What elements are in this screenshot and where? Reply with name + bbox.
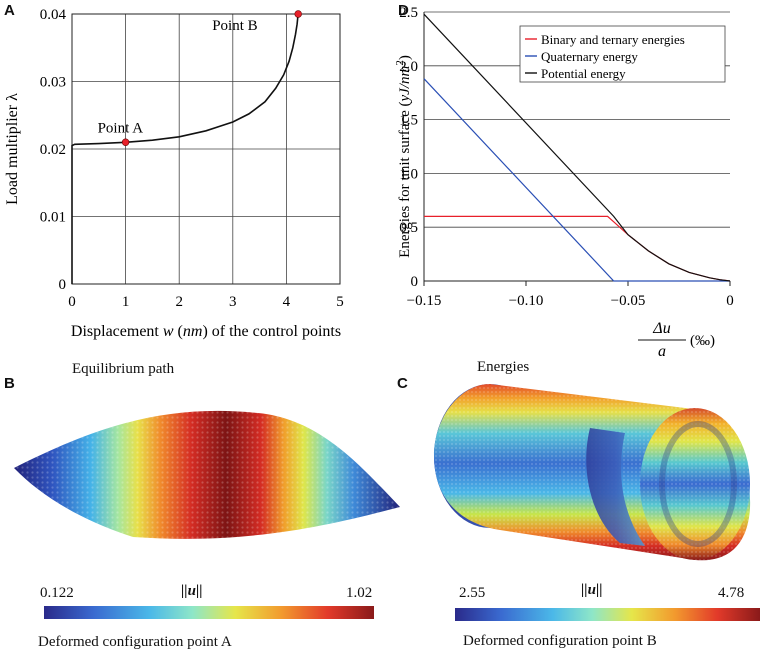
y-tick-label: 0.5: [399, 220, 418, 236]
y-tick-label: 1.5: [399, 113, 418, 129]
colorbar-b-title: ||u||: [581, 582, 603, 598]
colorbar-b-min: 2.55: [459, 585, 486, 601]
chart-equilibrium-path: 0 1 2 3 4 5 0 0.01 0.02 0.03 0.04 Point A Point B Dis…: [4, 7, 344, 340]
x-tick-label: −0.05: [611, 293, 646, 309]
deformed-tube-point-b: [434, 384, 751, 561]
point-marker: [121, 138, 130, 146]
legend-label: Quaternary energy: [541, 49, 638, 64]
colorbar-b: [455, 608, 760, 621]
point-label: Point A: [98, 120, 144, 136]
deformed-surface-point-a: [14, 410, 400, 539]
legend: Binary and ternary energies Quaternary en…: [519, 25, 726, 83]
series-line: [71, 13, 299, 284]
y-tick-label: 0.02: [40, 142, 66, 158]
x-tick-label: 4: [283, 294, 291, 310]
panel-letter-a: A: [4, 2, 15, 19]
panel-letter-b: B: [4, 375, 15, 392]
y-tick-label: 2.5: [399, 5, 418, 21]
panel-letter-d: D: [398, 2, 409, 19]
caption-b: Deformed configuration point A: [38, 634, 232, 650]
point-marker: [294, 10, 302, 18]
caption-d: Energies: [477, 359, 530, 375]
colorbar-a-min: 0.122: [40, 585, 74, 601]
legend-box: [519, 25, 726, 83]
y-axis-label: Load multiplier λ: [4, 93, 21, 205]
y-tick-label: 0: [411, 274, 419, 290]
x-axis-label: Displacement w (nm) of the control point…: [71, 323, 341, 340]
y-tick-label: 0.04: [40, 7, 67, 23]
y-axis-label: Energies for unit surface (yJ/nm2): [394, 55, 413, 258]
y-tick-label: 1.0: [399, 166, 418, 182]
caption-c: Deformed configuration point B: [463, 633, 657, 649]
colorbar-b-max: 4.78: [718, 585, 745, 601]
panel-letter-c: C: [397, 375, 408, 392]
x-axis-label-unit: (‰): [690, 333, 715, 349]
point-label: Point B: [212, 18, 257, 34]
x-tick-label: 2: [175, 294, 183, 310]
caption-a: Equilibrium path: [72, 361, 175, 377]
x-tick-label: 1: [122, 294, 130, 310]
colorbar-a-title: ||u||: [181, 583, 203, 599]
x-tick-label: −0.10: [509, 293, 544, 309]
legend-label: Binary and ternary energies: [541, 32, 685, 47]
series-line: [424, 215, 731, 282]
colorbar-a: [44, 606, 374, 619]
legend-label: Potential energy: [541, 66, 626, 81]
x-axis-label-numerator: Δu: [652, 320, 670, 337]
colorbar-a-max: 1.02: [346, 585, 373, 601]
x-axis-label-denominator: a: [658, 343, 666, 360]
y-tick-label: 0: [59, 277, 67, 293]
series-line: [423, 13, 731, 282]
x-tick-label: 0: [726, 293, 734, 309]
y-tick-label: 0.03: [40, 75, 66, 91]
x-tick-label: 3: [229, 294, 237, 310]
x-tick-label: −0.15: [407, 293, 442, 309]
series-line: [423, 78, 730, 282]
chart-energies: 0 0.5 1.0 1.5 2.0 2.5 −0.15 −0.10 −0.05 0 Binary a…: [394, 5, 734, 360]
y-tick-label: 0.01: [40, 210, 66, 226]
y-tick-label: 2.0: [399, 59, 418, 75]
x-tick-label: 5: [336, 294, 344, 310]
x-tick-label: 0: [68, 294, 76, 310]
